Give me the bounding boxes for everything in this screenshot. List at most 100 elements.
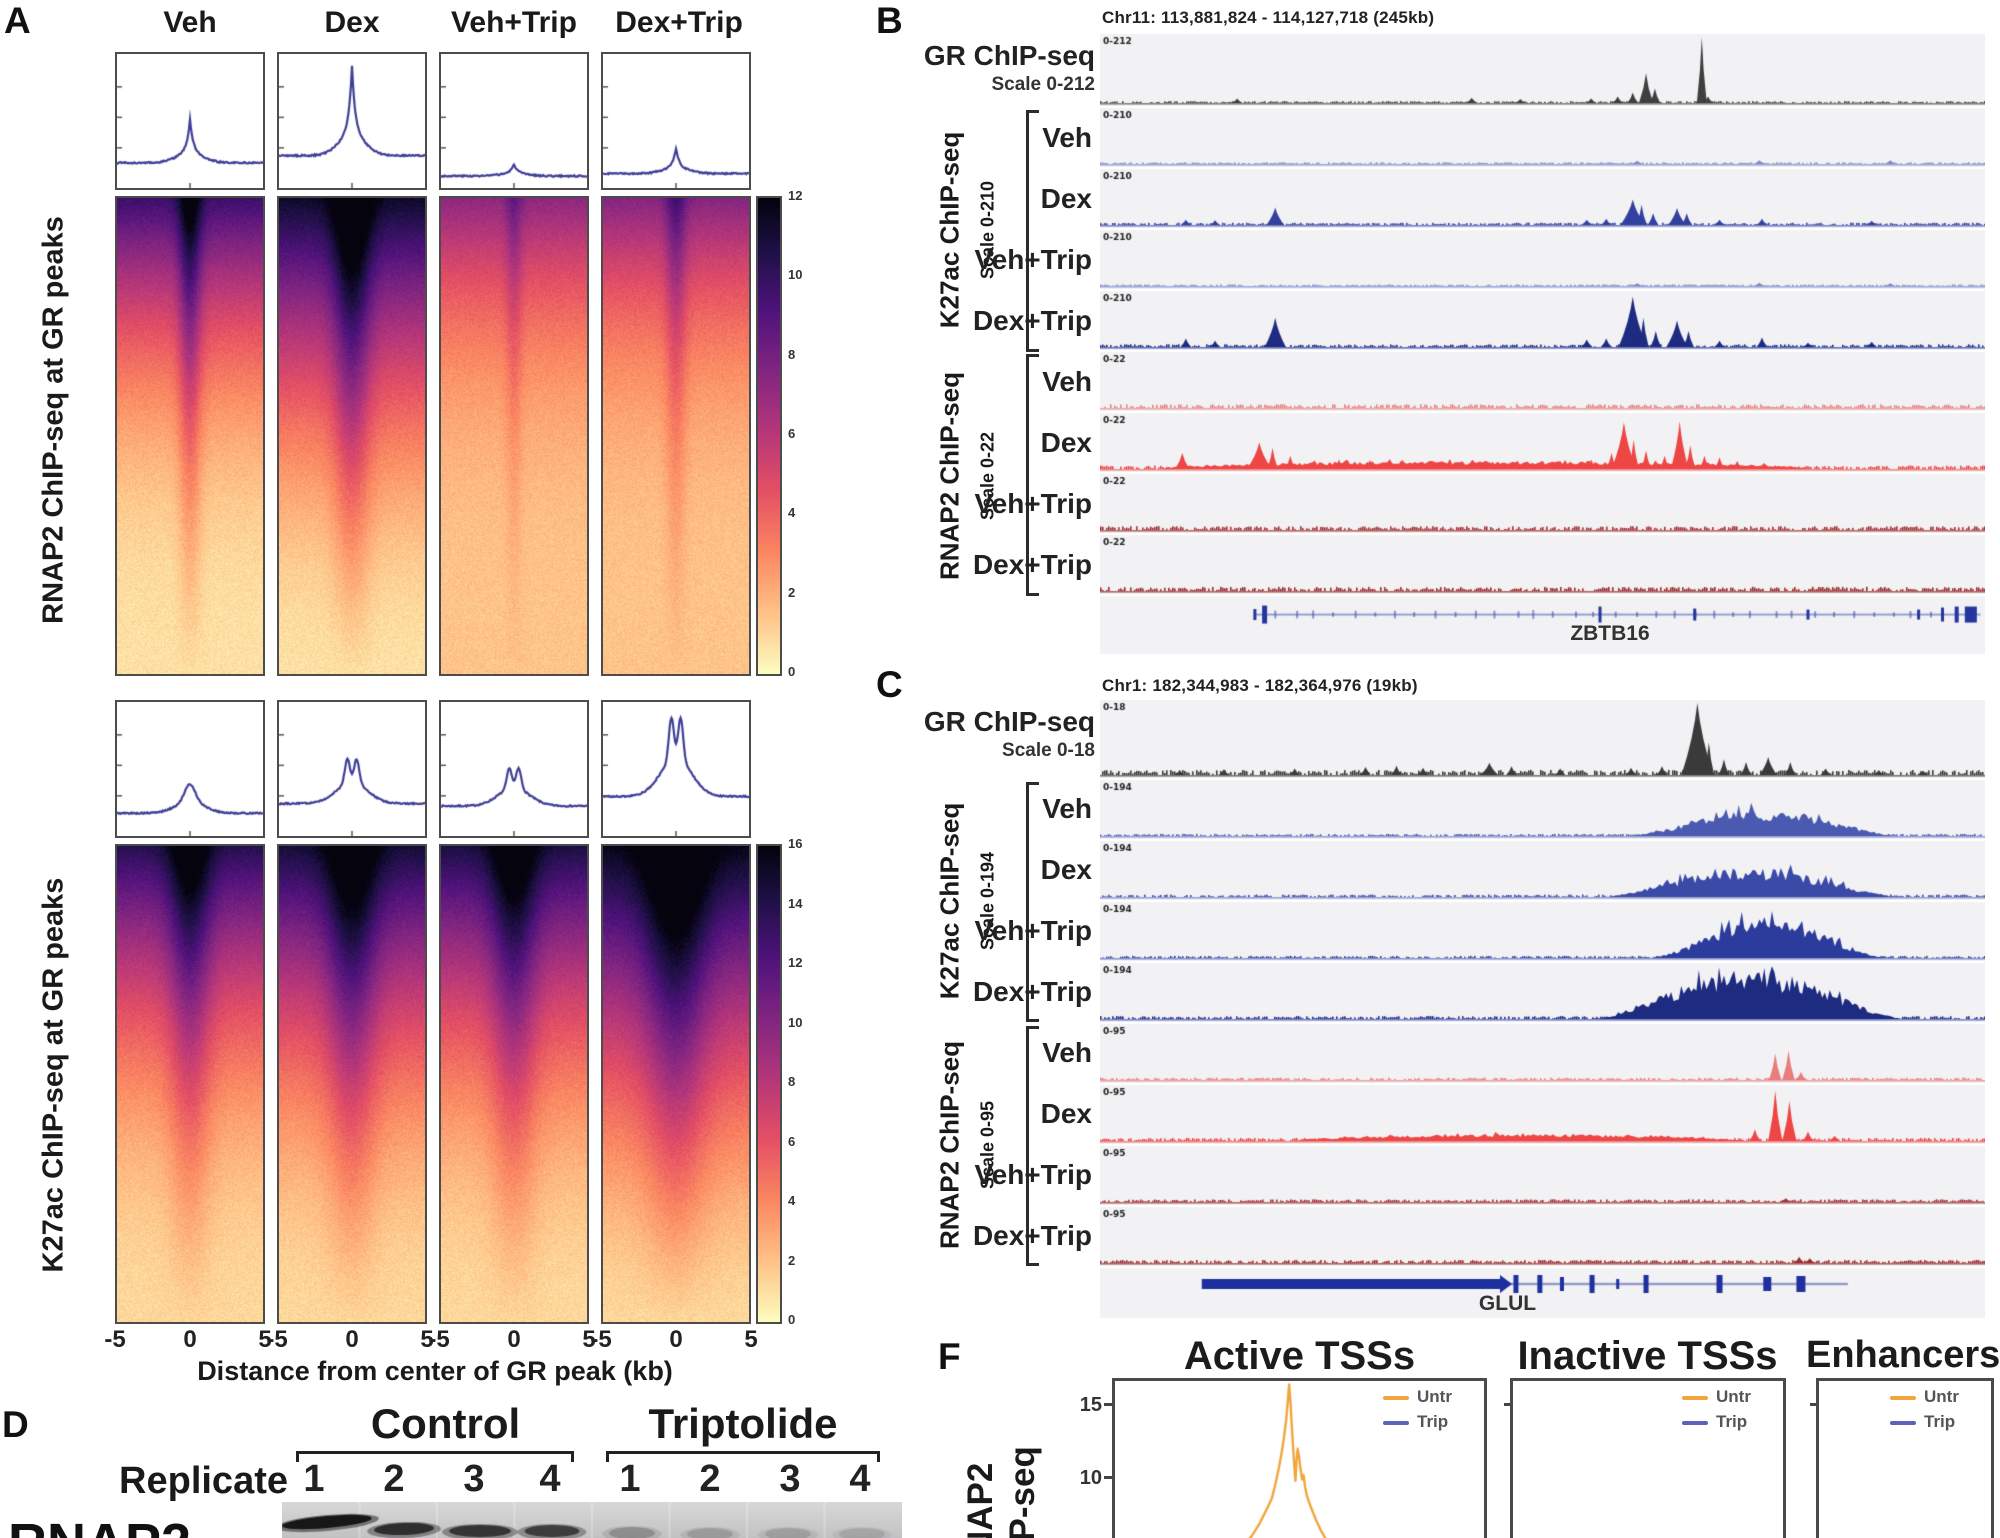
a-colorbar-canvas xyxy=(758,198,780,674)
f-title-inactive-tss: Inactive TSSs xyxy=(1517,1334,1778,1378)
d-rep-control-4: 4 xyxy=(539,1458,561,1500)
b-region-coords: Chr11: 113,881,824 - 114,127,718 (245kb) xyxy=(1102,8,1435,27)
b-gr-scale-label: Scale 0-212 xyxy=(991,74,1095,95)
f-plot-active-tss xyxy=(1112,1378,1487,1538)
a-colorbar-tick: 2 xyxy=(788,584,796,600)
f-legend-untr-swatch xyxy=(1682,1396,1708,1400)
f-plot-enhancers xyxy=(1816,1378,1994,1538)
f-ytick-10: 10 xyxy=(1079,1467,1102,1489)
a-xtick: 0 xyxy=(507,1326,521,1353)
f-ytickmark-10 xyxy=(1104,1476,1112,1479)
b-rnap2-dextrip-label: Dex+Trip xyxy=(972,549,1092,580)
f-legend-trip-swatch xyxy=(1682,1421,1708,1425)
a-xtick: -5 xyxy=(104,1326,126,1353)
f-title-enhancers: Enhancers xyxy=(1806,1334,2000,1376)
f-legend-trip-swatch xyxy=(1890,1421,1916,1425)
panel-d-label: D xyxy=(2,1404,29,1445)
panel-c-label: C xyxy=(876,664,903,705)
a-xtick: 5 xyxy=(582,1326,596,1353)
a-colorbar-tick: 10 xyxy=(788,267,803,283)
b-gr-track-label: GR ChIP-seq xyxy=(923,40,1095,71)
f-yaxis-label-line2: ChIP-seq xyxy=(1003,1446,1042,1538)
b-genome-tracks-canvas xyxy=(1100,34,1985,654)
a-heatmap-canvas xyxy=(279,846,425,1322)
b-rnap2-vehtrip-label: Veh+Trip xyxy=(974,488,1093,519)
f-plot-inactive-tss xyxy=(1510,1378,1786,1538)
d-western-blot-image xyxy=(282,1502,902,1538)
a-profile-box xyxy=(115,700,265,838)
a-colorbar-tick: 10 xyxy=(788,1014,803,1030)
a-colorbar-tick: 6 xyxy=(788,1133,796,1149)
a-colorbar-tick: 0 xyxy=(788,664,796,679)
c-rnap2-veh-label: Veh xyxy=(1042,1037,1092,1068)
a-colorbar-tick: 6 xyxy=(788,426,796,441)
a-col-header-dextrip: Dex+Trip xyxy=(615,6,743,39)
d-rep-trip-3: 3 xyxy=(779,1458,801,1500)
a-xtick: 0 xyxy=(345,1326,359,1353)
a-heatmap-canvas xyxy=(603,198,749,674)
c-rnap2-dex-label: Dex xyxy=(1040,1098,1092,1129)
b-k27ac-bracket xyxy=(1026,110,1039,352)
c-region-coords: Chr1: 182,344,983 - 182,364,976 (19kb) xyxy=(1102,676,1418,695)
a-heatmap-canvas xyxy=(603,846,749,1322)
a-profile-canvas xyxy=(117,702,263,836)
d-rep-control-3: 3 xyxy=(463,1458,485,1500)
f-legend-trip-swatch xyxy=(1383,1421,1409,1425)
a-profile-box xyxy=(439,52,589,190)
c-k27ac-vehtrip-label: Veh+Trip xyxy=(974,915,1093,946)
d-triptolide-header: Triptolide xyxy=(648,1400,838,1447)
a-profile-canvas xyxy=(603,702,749,836)
d-rep-trip-2: 2 xyxy=(699,1458,721,1500)
a-heatmap xyxy=(115,844,265,1324)
c-gr-track-label: GR ChIP-seq xyxy=(923,706,1095,737)
b-k27ac-dextrip-label: Dex+Trip xyxy=(972,305,1092,336)
panel-b-label: B xyxy=(876,0,903,41)
a-profile-canvas xyxy=(279,702,425,836)
a-xtick: 5 xyxy=(744,1326,758,1353)
a-profile-box xyxy=(277,52,427,190)
d-rep-control-2: 2 xyxy=(383,1458,405,1500)
f-title-active-tss: Active TSSs xyxy=(1183,1334,1416,1378)
d-control-bracket xyxy=(296,1451,574,1462)
a-xtick: 5 xyxy=(420,1326,434,1353)
a-col-header-vehtrip: Veh+Trip xyxy=(451,6,577,39)
a-profile-box xyxy=(601,700,751,838)
a-colorbar-tick: 14 xyxy=(788,895,803,911)
f-legend-untr-label: Untr xyxy=(1924,1387,1959,1406)
a-profile-box xyxy=(601,52,751,190)
a-heatmap xyxy=(277,844,427,1324)
c-rnap2-group-label: RNAP2 ChIP-seq xyxy=(934,1040,965,1250)
b-rnap2-dex-label: Dex xyxy=(1040,427,1092,458)
f-legend-untr-swatch xyxy=(1890,1396,1916,1400)
a-col-header-dex: Dex xyxy=(324,6,380,39)
a-heatmap xyxy=(439,844,589,1324)
a-xtick: -5 xyxy=(590,1326,612,1353)
b-k27ac-vehtrip-label: Veh+Trip xyxy=(974,244,1093,275)
a-colorbar-tick: 2 xyxy=(788,1252,796,1268)
a-profile-canvas xyxy=(117,54,263,188)
a-colorbar-canvas xyxy=(758,846,780,1322)
c-rnap2-dextrip-label: Dex+Trip xyxy=(972,1220,1092,1251)
f-yaxis-label-line1: RNAP2 xyxy=(961,1462,1000,1538)
a-xtick: -5 xyxy=(428,1326,450,1353)
a-heatmap xyxy=(601,196,751,676)
f-ytick-15: 15 xyxy=(1079,1394,1102,1416)
c-rnap2-bracket xyxy=(1026,1026,1039,1266)
f-legend-trip-label: Trip xyxy=(1417,1412,1449,1431)
f-legend-untr-swatch xyxy=(1383,1396,1409,1400)
a-col-header-veh: Veh xyxy=(163,6,217,39)
a-profile-box xyxy=(277,700,427,838)
f-box2-tickmark xyxy=(1504,1403,1510,1406)
d-blot-target-label: RNAP2 xyxy=(8,1512,191,1538)
d-rep-control-1: 1 xyxy=(303,1458,325,1500)
a-heatmap-canvas xyxy=(441,846,587,1322)
a-profile-box xyxy=(439,700,589,838)
a-heatmap xyxy=(439,196,589,676)
panel-a-label: A xyxy=(4,0,31,41)
c-k27ac-veh-label: Veh xyxy=(1042,793,1092,824)
a-xtick: 0 xyxy=(669,1326,683,1353)
a-heatmap-canvas xyxy=(279,198,425,674)
a-profile-canvas xyxy=(441,702,587,836)
a-colorbar-tick: 12 xyxy=(788,955,803,970)
a-xaxis-label: Distance from center of GR peak (kb) xyxy=(197,1356,673,1386)
